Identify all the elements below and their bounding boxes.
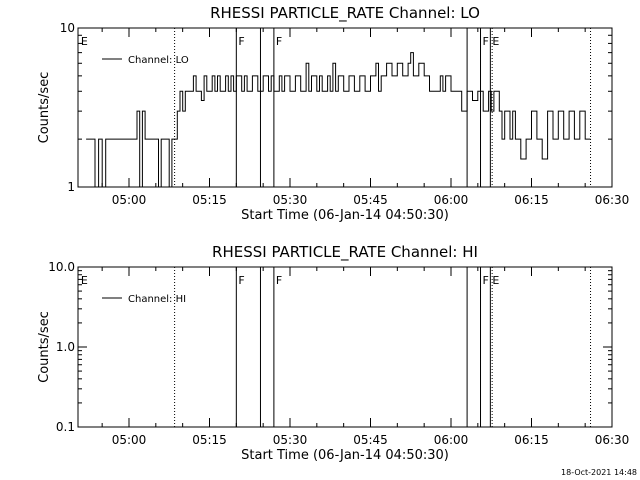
event-marker-label: F xyxy=(483,35,489,48)
event-marker-label: F xyxy=(483,274,489,287)
x-tick-label: 05:00 xyxy=(112,193,147,207)
x-tick-label: 06:00 xyxy=(434,193,469,207)
event-marker-label: F xyxy=(276,35,282,48)
event-marker-label: E xyxy=(492,35,499,48)
y-tick-label: 10 xyxy=(60,21,75,35)
panel-lo: RHESSI PARTICLE_RATE Channel: LO 1 10 05:00… xyxy=(37,4,629,223)
x-tick-label: 06:15 xyxy=(514,193,549,207)
event-marker-label: F xyxy=(276,274,282,287)
x-tick-label: 06:30 xyxy=(595,433,630,447)
y-tick-label: 1 xyxy=(67,180,75,194)
event-marker-label: E xyxy=(81,274,88,287)
event-marker-label: F xyxy=(238,35,244,48)
x-tick-label: 05:45 xyxy=(353,433,388,447)
x-tick-label: 05:45 xyxy=(353,193,388,207)
chart-title: RHESSI PARTICLE_RATE Channel: LO xyxy=(210,4,480,23)
x-tick-label: 05:15 xyxy=(192,193,227,207)
event-marker-label: E xyxy=(81,35,88,48)
x-tick-label: 05:30 xyxy=(273,193,308,207)
x-axis-label: Start Time (06-Jan-14 04:50:30) xyxy=(241,448,449,463)
event-marker-label: E xyxy=(492,274,499,287)
event-marker-label: F xyxy=(238,274,244,287)
legend-label: Channel: LO xyxy=(128,55,189,66)
panel-hi: RHESSI PARTICLE_RATE Channel: HI 0.1 1.0 10… xyxy=(37,243,629,463)
y-axis-label: Counts/sec xyxy=(37,311,52,383)
x-tick-label: 05:00 xyxy=(112,433,147,447)
footer-timestamp: 18-Oct-2021 14:48 xyxy=(561,468,637,477)
x-tick-label: 06:30 xyxy=(595,193,630,207)
y-tick-label: 10.0 xyxy=(48,260,75,274)
y-axis-label: Counts/sec xyxy=(37,72,52,144)
x-axis-label: Start Time (06-Jan-14 04:50:30) xyxy=(241,208,449,223)
x-tick-label: 05:30 xyxy=(273,433,308,447)
plot-frame xyxy=(77,266,613,428)
chart-title: RHESSI PARTICLE_RATE Channel: HI xyxy=(212,243,478,262)
x-tick-label: 06:15 xyxy=(514,433,549,447)
y-tick-label: 0.1 xyxy=(56,420,75,434)
x-tick-label: 05:15 xyxy=(192,433,227,447)
plot-frame xyxy=(77,27,613,188)
x-tick-label: 06:00 xyxy=(434,433,469,447)
legend-label: Channel: HI xyxy=(128,294,186,305)
series-line xyxy=(86,52,591,188)
y-tick-label: 1.0 xyxy=(56,340,75,354)
